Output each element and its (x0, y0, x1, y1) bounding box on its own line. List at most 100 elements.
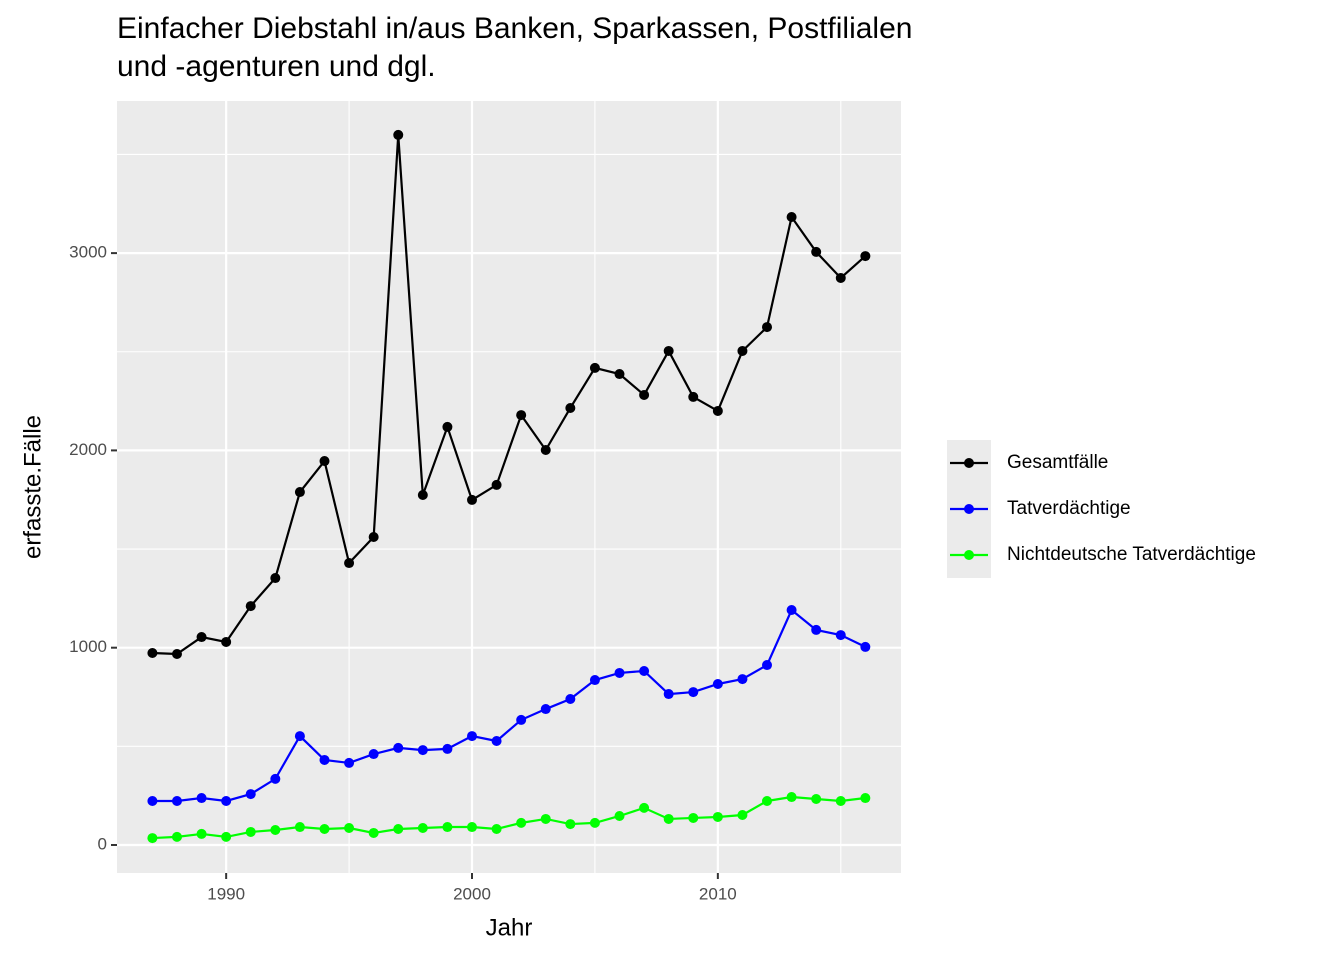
chart-title: Einfacher Diebstahl in/aus Banken, Spark… (117, 12, 913, 83)
point (565, 819, 576, 830)
point (516, 410, 527, 421)
point (221, 636, 232, 647)
point (467, 731, 478, 742)
point (565, 693, 576, 704)
point (786, 212, 797, 223)
legend-key-point (964, 504, 974, 514)
point (171, 831, 182, 842)
y-tick-label: 0 (98, 834, 107, 853)
x-tick-label: 2000 (453, 884, 491, 903)
point (762, 660, 773, 671)
point (147, 648, 158, 659)
point (614, 667, 625, 678)
point (467, 494, 478, 505)
point (442, 743, 453, 754)
point (147, 833, 158, 844)
series-line (152, 134, 867, 656)
y-tick-label: 1000 (69, 637, 107, 656)
point (737, 674, 748, 685)
point (393, 129, 404, 140)
point (712, 811, 723, 822)
point (663, 345, 674, 356)
point (589, 362, 600, 373)
point (147, 795, 158, 806)
point (762, 322, 773, 333)
legend-label: Gesamtfälle (1007, 452, 1108, 473)
point (417, 745, 428, 756)
point (344, 558, 355, 569)
legend-label: Tatverdächtige (1007, 498, 1131, 519)
point (860, 251, 871, 262)
point (417, 489, 428, 500)
point (811, 624, 822, 635)
point (245, 826, 256, 837)
point (639, 389, 650, 400)
point (565, 402, 576, 413)
point (393, 824, 404, 835)
point (811, 794, 822, 805)
point (688, 812, 699, 823)
point (319, 824, 330, 835)
y-axis-label: erfasste.Fälle (19, 415, 46, 559)
point (368, 827, 379, 838)
point (368, 532, 379, 543)
point (171, 795, 182, 806)
point (221, 831, 232, 842)
point (712, 405, 723, 416)
legend-key-point (964, 550, 974, 560)
point (294, 822, 305, 833)
point (786, 605, 797, 616)
point (663, 813, 674, 824)
point (712, 678, 723, 689)
point (540, 445, 551, 456)
point (589, 817, 600, 828)
point (835, 630, 846, 641)
point (516, 817, 527, 828)
point (737, 345, 748, 356)
point (442, 421, 453, 432)
point (835, 272, 846, 283)
point (417, 823, 428, 834)
point (663, 689, 674, 700)
point (491, 479, 502, 490)
point (688, 391, 699, 402)
y-tick-label: 3000 (69, 243, 107, 262)
point (270, 773, 281, 784)
point (540, 704, 551, 715)
point (737, 809, 748, 820)
point (786, 792, 797, 803)
panel (117, 101, 901, 873)
point (245, 601, 256, 612)
y-tick-label: 2000 (69, 440, 107, 459)
point (319, 754, 330, 765)
point (491, 824, 502, 835)
point (442, 822, 453, 833)
legend-label: Nichtdeutsche Tatverdächtige (1007, 544, 1256, 565)
point (368, 749, 379, 760)
point (467, 822, 478, 833)
point (196, 828, 207, 839)
point (171, 649, 182, 660)
x-tick-label: 2010 (699, 884, 737, 903)
point (589, 675, 600, 686)
point (196, 793, 207, 804)
point (270, 573, 281, 584)
x-tick-label: 1990 (207, 884, 245, 903)
point (614, 369, 625, 380)
point (270, 824, 281, 835)
point (860, 793, 871, 804)
point (516, 714, 527, 725)
point (393, 742, 404, 753)
point (762, 795, 773, 806)
legend-key-point (964, 458, 974, 468)
point (639, 802, 650, 813)
point (614, 810, 625, 821)
point (835, 795, 846, 806)
point (540, 813, 551, 824)
point (294, 487, 305, 498)
point (245, 789, 256, 800)
point (688, 687, 699, 698)
point (860, 641, 871, 652)
